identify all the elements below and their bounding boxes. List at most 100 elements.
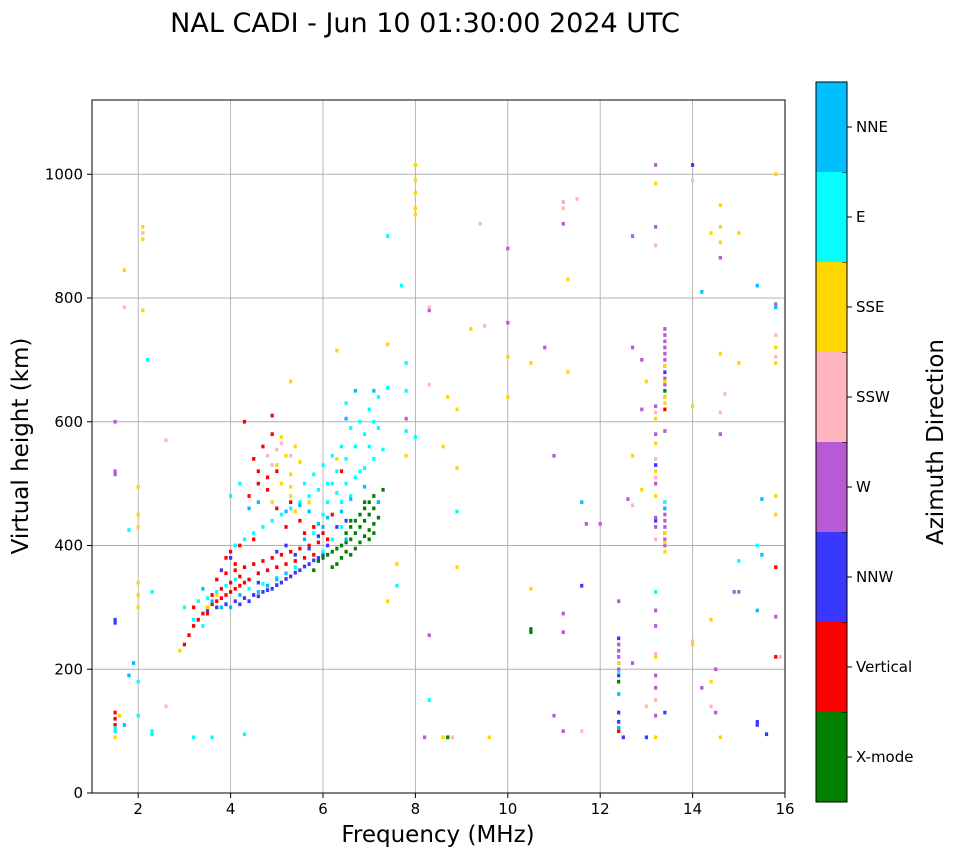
data-point-e [279, 512, 284, 517]
x-axis-ticks: 2 4 6 8 10 12 14 16 [133, 793, 795, 818]
colorbar-category-label: E [856, 208, 865, 226]
data-point-nne [284, 509, 288, 514]
data-point-nnw [617, 673, 621, 678]
data-point-sse [335, 348, 339, 353]
data-point-ssw [778, 655, 782, 659]
data-point-sse [718, 351, 722, 356]
data-point-e [321, 512, 325, 517]
data-point-e [353, 475, 357, 480]
data-point-nnw [247, 599, 251, 604]
data-point-vertical [284, 562, 288, 566]
data-point-sse [178, 648, 182, 653]
data-point-nnw [252, 593, 256, 597]
data-point-x-mode [321, 556, 325, 560]
data-point-vertical [238, 574, 242, 579]
data-point-x-mode [367, 537, 371, 542]
data-point-nnw [228, 556, 233, 560]
data-point-w [506, 246, 510, 251]
data-point-sse [136, 512, 140, 517]
data-point-w [654, 515, 658, 520]
data-point-nnw [224, 602, 228, 607]
data-point-x-mode [362, 500, 367, 505]
data-point-ssw [654, 457, 658, 461]
data-point-x-mode [372, 494, 376, 498]
data-point-nnw [219, 568, 223, 573]
data-point-w [663, 376, 667, 381]
data-point-nne [344, 537, 348, 542]
data-point-e [654, 590, 658, 594]
data-point-x-mode [335, 562, 339, 566]
data-point-vertical [339, 469, 344, 474]
data-point-nnw [617, 636, 621, 641]
data-point-vertical [261, 559, 265, 563]
data-point-nne [362, 484, 367, 489]
data-point-w [663, 339, 667, 344]
data-point-nne [127, 673, 131, 678]
data-point-vertical [275, 565, 279, 570]
data-point-e [427, 698, 431, 703]
data-point-w [774, 302, 778, 307]
data-point-x-mode [362, 518, 367, 523]
data-point-sse [413, 206, 418, 211]
data-point-ssw [718, 410, 722, 415]
data-point-sse [709, 679, 713, 684]
data-point-nnw [316, 534, 320, 539]
data-point-e [372, 419, 376, 424]
data-point-w [718, 255, 722, 260]
data-point-nnw [289, 574, 293, 579]
data-point-nne [617, 692, 621, 696]
data-point-ssw [164, 438, 168, 443]
data-point-sse [718, 224, 722, 229]
data-point-sse [654, 655, 658, 659]
data-point-nnw [293, 552, 297, 557]
data-point-e [242, 537, 247, 542]
data-point-x-mode [330, 549, 334, 554]
data-point-w [714, 710, 718, 715]
data-point-x-mode [349, 537, 353, 542]
data-point-ssw [580, 729, 584, 733]
data-point-ssw [275, 447, 279, 452]
data-point-nnw [617, 719, 621, 724]
data-point-sse [289, 494, 293, 498]
data-point-e [358, 469, 362, 474]
data-point-e [330, 481, 334, 486]
data-point-ssw [561, 206, 565, 211]
data-point-w [654, 432, 658, 436]
data-point-vertical [289, 500, 293, 505]
data-point-nne [302, 537, 307, 542]
y-tick-label: 800 [54, 289, 83, 307]
data-point-sse [289, 379, 293, 384]
data-point-ssw [654, 475, 658, 480]
data-point-w [561, 611, 565, 616]
data-point-sse [630, 453, 635, 458]
data-point-x-mode [344, 540, 348, 545]
data-point-e [737, 559, 741, 563]
data-point-e [755, 543, 759, 548]
data-point-sse [136, 593, 140, 597]
data-point-nnw [755, 719, 759, 724]
data-point-vertical [256, 469, 260, 474]
data-point-x-mode [326, 552, 330, 557]
data-point-ssw [630, 503, 635, 508]
data-point-vertical [224, 571, 228, 576]
data-point-nnw [644, 735, 649, 740]
data-point-w [774, 614, 778, 619]
data-point-w [654, 673, 658, 678]
data-point-nne [265, 583, 270, 588]
data-point-ssw [654, 410, 658, 415]
data-point-vertical [312, 525, 316, 529]
data-point-x-mode [358, 512, 362, 517]
data-point-sse [118, 713, 122, 718]
data-point-ssw [427, 382, 431, 387]
data-point-e [113, 729, 117, 733]
data-point-nnw [113, 620, 117, 625]
data-point-nnw [275, 583, 279, 587]
data-point-w [630, 661, 635, 665]
data-point-nnw [580, 583, 584, 588]
data-point-ssw [690, 178, 695, 183]
data-point-sse [718, 735, 722, 740]
data-point-sse [298, 460, 302, 464]
data-point-w [423, 735, 427, 740]
y-tick-label: 1000 [45, 165, 83, 183]
